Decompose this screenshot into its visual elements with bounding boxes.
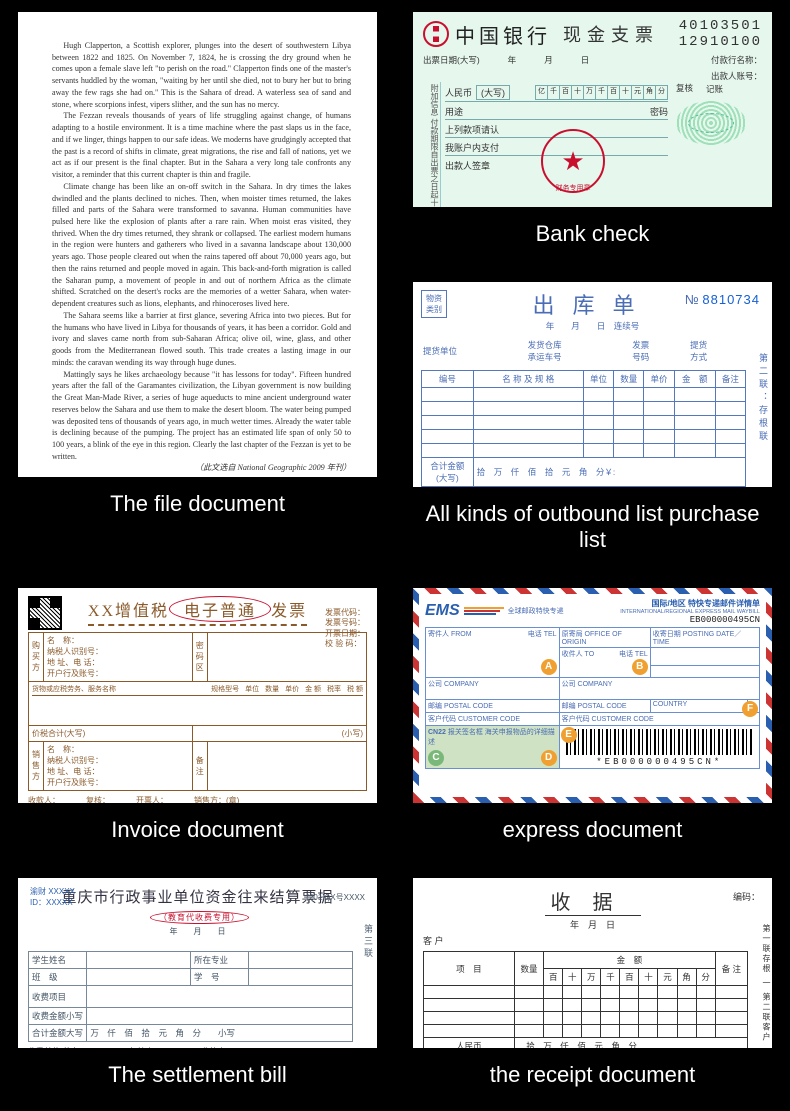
- customer-label: 客 户: [423, 934, 762, 947]
- receipt-side: 第一联存根 一 第二联客户: [761, 924, 772, 1042]
- barcode-icon: [566, 729, 753, 755]
- invoice-cell: XX增值税电子普通发票 发票代码：发票号码：开票日期：校 验 码： 购 买 方 …: [0, 576, 395, 866]
- receipt-number-label: 编码：: [733, 890, 760, 903]
- tag-a-icon: A: [541, 659, 557, 675]
- bank-name: 中国银行: [455, 20, 551, 49]
- doc-para-1: Hugh Clapperton, a Scottish explorer, pl…: [52, 40, 351, 110]
- doc-para-5: Mattingly says he likes archaeology beca…: [52, 369, 351, 463]
- amount-cells: 亿千百十万千百十元角分: [535, 85, 668, 100]
- receipt-table: 项 目数量金 额备 注 百十万千百十元角分 人民币 拾 万 仟 佰 元 角 分: [423, 951, 748, 1048]
- invoice-meta: 发票代码：发票号码：开票日期：校 验 码：: [325, 608, 365, 650]
- file-document-card: Hugh Clapperton, a Scottish explorer, pl…: [18, 12, 377, 477]
- receipt-caption: the receipt document: [486, 1048, 699, 1111]
- payer-acct-label: 出款人账号：: [711, 70, 762, 82]
- outbound-side-label: 第二联：存根联: [757, 330, 770, 467]
- bank-check-caption: Bank check: [532, 207, 654, 270]
- file-document-caption: The file document: [106, 477, 289, 540]
- jizhang-label: 记账: [706, 83, 762, 95]
- receipt-card: 收据 编码： 年 月 日 客 户 项 目数量金 额备 注 百十万千百十元角分 人…: [413, 878, 772, 1048]
- tag-f-icon: F: [742, 701, 758, 717]
- ems-logo: EMS 全球邮政特快专递 国际/地区 特快专递邮件详情单 INTERNATION…: [425, 598, 760, 625]
- check-num-2: 12910100: [679, 34, 762, 50]
- file-document-cell: Hugh Clapperton, a Scottish explorer, pl…: [0, 0, 395, 576]
- payee-bank-label: 付款行名称：: [711, 54, 762, 66]
- material-tag: 物资 类别: [421, 290, 447, 318]
- outbound-table: 编号名 称 及 规 格单位数量单价金 额备注 合计金额 (大写) 拾 万 仟 佰…: [421, 370, 746, 487]
- invoice-title: XX增值税电子普通发票: [28, 596, 367, 622]
- settlement-cell: 渝财 XXXXXID：XXXXX 重庆市行政事业单位资金往来结算票据（教育代收费…: [0, 866, 395, 1111]
- ems-table: 寄件人 FROM电话 TEL A 原寄局 OFFICE OF ORIGIN收寄日…: [425, 627, 760, 769]
- settlement-table: 学生姓名所在专业 班 级学 号 收费项目 收费金额小写 合计金额大写 万 仟 佰…: [28, 951, 353, 1042]
- receipt-cell: 收据 编码： 年 月 日 客 户 项 目数量金 额备 注 百十万千百十元角分 人…: [395, 866, 790, 1111]
- outbound-cell: 物资 类别 出库单 № 8810734 年 月 日 连续号 提货单位发货仓库 承…: [395, 270, 790, 576]
- red-stamp-icon: ★ 财务专用章: [541, 129, 605, 193]
- barcode-text: *EB000000495CN*: [562, 757, 757, 767]
- express-caption: express document: [499, 803, 687, 866]
- bank-check-cell: 中国银行 现金支票 40103501 12910100 出票日期(大写) 年 月…: [395, 0, 790, 270]
- outbound-meta: 提货单位发货仓库 承运车号发票 号码提货 方式: [421, 338, 746, 364]
- doc-para-3: Climate change has been like an on-off s…: [52, 181, 351, 310]
- tag-d-icon: D: [541, 750, 557, 766]
- set-number: (201X)X号XXXX: [306, 892, 365, 903]
- set-topleft: 渝财 XXXXXID：XXXXX: [30, 886, 75, 908]
- outbound-number: № 8810734: [685, 292, 760, 307]
- settlement-side: 第三联: [362, 924, 375, 960]
- receipt-title: 收据: [545, 886, 641, 916]
- express-cell: EMS 全球邮政特快专递 国际/地区 特快专递邮件详情单 INTERNATION…: [395, 576, 790, 866]
- invoice-card: XX增值税电子普通发票 发票代码：发票号码：开票日期：校 验 码： 购 买 方 …: [18, 588, 377, 803]
- tag-e-icon: E: [561, 727, 577, 743]
- doc-source: （此文选自 National Geographic 2009 年刊）: [52, 462, 351, 474]
- check-numbers: 40103501 12910100: [679, 18, 762, 50]
- settlement-footer: 收费单位(盖章)：复核人：收款人：: [28, 1042, 367, 1048]
- invoice-caption: Invoice document: [107, 803, 287, 866]
- invoice-table: 购 买 方 名 称：纳税人识别号：地 址、电 话：开户行及账号： 密 码 区 货…: [28, 632, 367, 791]
- bank-check-card: 中国银行 现金支票 40103501 12910100 出票日期(大写) 年 月…: [413, 12, 772, 207]
- tag-b-icon: B: [632, 659, 648, 675]
- express-card: EMS 全球邮政特快专递 国际/地区 特快专递邮件详情单 INTERNATION…: [413, 588, 772, 803]
- check-num-1: 40103501: [679, 18, 762, 34]
- boc-logo-icon: [423, 21, 449, 47]
- invoice-footer: 收款人：复核：开票人：销售方：(章): [28, 791, 367, 803]
- tag-c-icon: C: [428, 750, 444, 766]
- outbound-card: 物资 类别 出库单 № 8810734 年 月 日 连续号 提货单位发货仓库 承…: [413, 282, 772, 487]
- settlement-caption: The settlement bill: [104, 1048, 291, 1111]
- check-label: 现金支票: [563, 21, 659, 47]
- doc-para-4: The Sahara seems like a barrier at first…: [52, 310, 351, 369]
- settlement-card: 渝财 XXXXXID：XXXXX 重庆市行政事业单位资金往来结算票据（教育代收费…: [18, 878, 377, 1048]
- bank-side-text: 附加信息 付款期限自出票之日起十天: [423, 82, 441, 207]
- outbound-caption: All kinds of outbound list purchase list: [413, 487, 772, 576]
- tracking-number: EB000000495CN: [620, 615, 760, 625]
- issue-date-label: 出票日期(大写): [423, 54, 480, 66]
- doc-para-2: The Fezzan reveals thousands of years of…: [52, 110, 351, 180]
- guilloche-pattern: [676, 101, 746, 145]
